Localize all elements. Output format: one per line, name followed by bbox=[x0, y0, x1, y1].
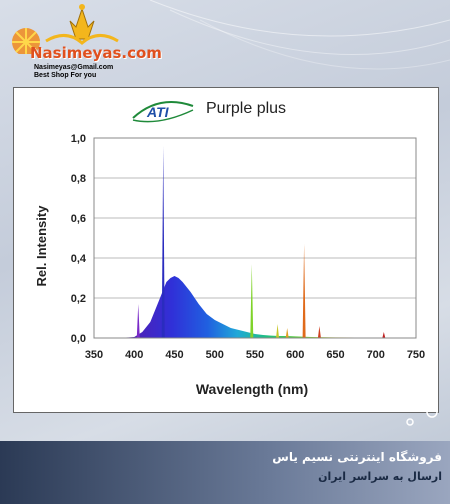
spectrum-area bbox=[118, 276, 417, 338]
logo-name: Nasimeyas.com bbox=[30, 44, 162, 62]
y-tick-label: 1,0 bbox=[71, 133, 86, 145]
logo-tagline: Best Shop For you bbox=[34, 72, 97, 79]
x-tick-label: 500 bbox=[206, 349, 224, 361]
shop-subtitle: ارسال به سراسر ایران bbox=[318, 470, 442, 483]
spectrum-peak bbox=[382, 332, 386, 338]
brand-badge-label: ATI bbox=[146, 104, 170, 120]
x-tick-label: 650 bbox=[326, 349, 344, 361]
crown-icon bbox=[12, 4, 119, 56]
y-tick-labels: 0,0 0,2 0,4 0,6 0,8 1,0 bbox=[71, 133, 87, 345]
spectrum-series bbox=[118, 276, 417, 338]
y-tick-label: 0,0 bbox=[71, 333, 86, 345]
x-tick-label: 350 bbox=[85, 349, 103, 361]
chart-axes bbox=[93, 137, 417, 339]
x-axis-label: Wavelength (nm) bbox=[196, 381, 308, 397]
shop-name: فروشگاه اینترنتی نسیم یاس bbox=[272, 450, 442, 464]
x-tick-label: 400 bbox=[125, 349, 143, 361]
chart-title: Purple plus bbox=[206, 100, 287, 117]
spectrum-peak bbox=[136, 304, 140, 338]
spectrum-peak bbox=[276, 324, 280, 338]
x-tick-label: 700 bbox=[367, 349, 385, 361]
spectrum-peak bbox=[161, 146, 165, 338]
x-tick-label: 450 bbox=[165, 349, 183, 361]
x-tick-label: 550 bbox=[246, 349, 264, 361]
chart-panel: ATI Purple plus 0,0 0,2 0,4 0,6 0,8 1,0 350 40… bbox=[13, 87, 439, 413]
y-tick-label: 0,2 bbox=[71, 293, 86, 305]
x-tick-label: 600 bbox=[286, 349, 304, 361]
spectrum-peak bbox=[285, 328, 289, 338]
spectrum-peak bbox=[250, 264, 254, 338]
spectrum-chart: 0,0 0,2 0,4 0,6 0,8 1,0 350 400 450 500 550 600 650… bbox=[34, 133, 425, 397]
chart-grid bbox=[94, 137, 416, 339]
bubbles-decoration bbox=[395, 365, 438, 426]
spectrum-peak bbox=[302, 244, 306, 338]
x-tick-labels: 350 400 450 500 550 600 650 700 750 bbox=[85, 349, 425, 361]
y-tick-label: 0,4 bbox=[71, 253, 87, 265]
brand-badge: ATI bbox=[132, 101, 194, 123]
y-axis-label: Rel. Intensity bbox=[34, 205, 49, 287]
logo-email: Nasimeyas@Gmail.com bbox=[34, 64, 114, 71]
y-tick-label: 0,8 bbox=[71, 173, 86, 185]
y-tick-label: 0,6 bbox=[71, 213, 86, 225]
spectrum-peak bbox=[317, 326, 321, 338]
footer-banner bbox=[0, 441, 450, 504]
x-tick-label: 750 bbox=[407, 349, 425, 361]
site-logo[interactable]: Nasimeyas.com Nasimeyas@Gmail.com Best S… bbox=[8, 4, 162, 82]
plot-frame bbox=[93, 137, 417, 339]
spectrum-peaks bbox=[136, 146, 386, 338]
